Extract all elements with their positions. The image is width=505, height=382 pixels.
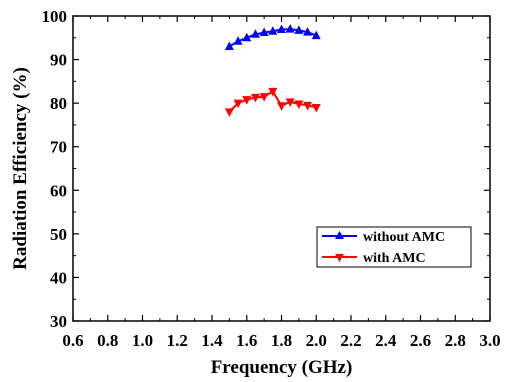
y-tick-labels: 30 40 50 60 70 80 90 100: [42, 7, 68, 331]
data-point: [242, 32, 252, 42]
y-tick-label: 70: [50, 138, 67, 157]
data-point: [285, 98, 295, 107]
x-axis-label: Frequency (GHz): [211, 357, 353, 378]
data-point: [268, 87, 278, 97]
x-tick-label: 1.4: [201, 331, 223, 350]
x-tick-labels: 0.6 0.8 1.0 1.2 1.4 1.6 1.8 2.0 2.2 2.4 2.6 2.8 3.0: [62, 331, 500, 350]
y-tick-label: 30: [50, 312, 67, 331]
data-point: [285, 24, 295, 33]
x-tick-label: 1.2: [167, 331, 188, 350]
y-tick-label: 60: [50, 181, 67, 200]
data-point: [277, 24, 286, 34]
data-point: [277, 102, 286, 111]
x-tick-label: 1.6: [236, 331, 257, 350]
data-point: [311, 30, 321, 40]
x-tick-label: 1.8: [271, 331, 292, 350]
x-tick-label: 2.2: [340, 331, 361, 350]
data-point: [311, 104, 321, 113]
plot-frame: [72, 15, 491, 322]
legend-box: [316, 226, 472, 268]
data-point: [250, 93, 260, 103]
legend: without AMC with AMC: [316, 226, 472, 268]
x-tick-label: 0.6: [62, 331, 83, 350]
data-point: [303, 101, 313, 111]
data-point: [294, 100, 304, 110]
x-tick-label: 2.6: [410, 331, 431, 350]
x-tick-label: 3.0: [479, 331, 500, 350]
data-point: [242, 96, 252, 105]
x-tick-label: 2.4: [375, 331, 397, 350]
data-point: [259, 27, 269, 37]
data-point: [303, 27, 313, 36]
data-point: [224, 41, 234, 50]
series-without-amc: [224, 24, 321, 50]
data-point: [268, 26, 278, 35]
data-point: [259, 93, 269, 102]
data-point: [294, 25, 304, 34]
y-axis-label: Radiation Efficiency (%): [10, 67, 31, 270]
data-point: [250, 29, 260, 38]
x-tick-label: 1.0: [132, 331, 153, 350]
data-point: [233, 99, 243, 109]
legend-marker-without-amc: [335, 231, 344, 239]
legend-label-with-amc: with AMC: [363, 251, 426, 266]
x-tick-label: 2.8: [445, 331, 466, 350]
legend-label-without-amc: without AMC: [363, 230, 445, 245]
series-layer: [224, 24, 321, 117]
x-tick-label: 0.8: [97, 331, 118, 350]
y-tick-label: 100: [42, 7, 68, 26]
y-tick-label: 50: [50, 225, 67, 244]
series-with-amc: [224, 87, 321, 117]
axis-ticks: [72, 15, 491, 322]
legend-marker-with-amc: [335, 254, 344, 262]
data-point: [233, 36, 243, 45]
y-tick-label: 40: [50, 268, 67, 287]
data-point: [224, 108, 234, 117]
y-tick-label: 80: [50, 94, 67, 113]
y-tick-label: 90: [50, 51, 67, 70]
x-tick-label: 2.0: [306, 331, 327, 350]
